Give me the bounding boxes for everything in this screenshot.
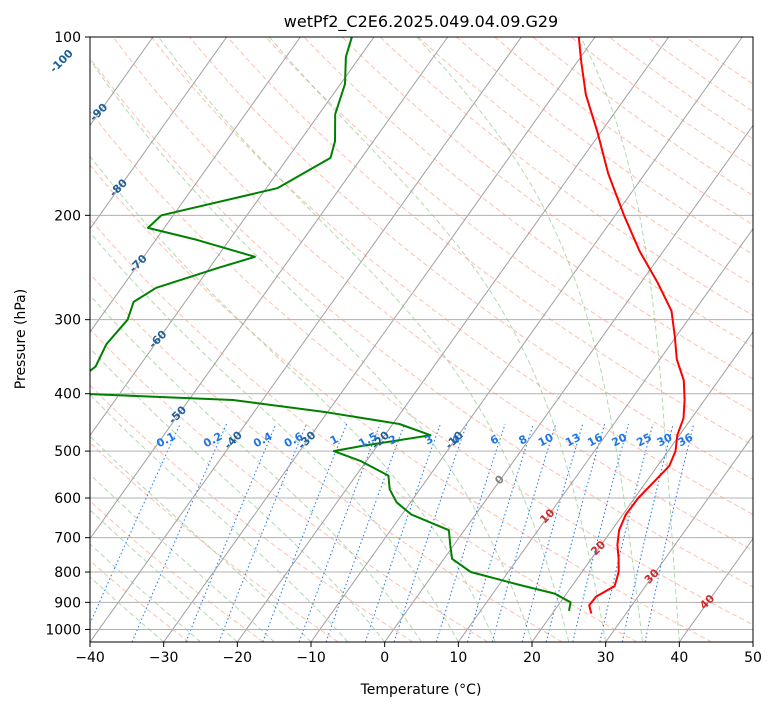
moist-adiabat	[416, 37, 643, 642]
isotherm-line	[384, 124, 753, 642]
isotherm-line	[90, 37, 449, 540]
moist-adiabat	[90, 394, 349, 642]
moist-adiabat	[90, 231, 459, 642]
isotherm-line	[605, 434, 753, 642]
x-tick-label: −30	[149, 650, 179, 666]
isotherm-line	[752, 641, 753, 642]
mixing-ratio-line	[185, 423, 277, 642]
mixing-ratio-label: 25	[634, 431, 654, 450]
isotherm-line	[0, 37, 6, 642]
mixing-ratio-label: 36	[676, 431, 696, 450]
dry-adiabat	[90, 441, 339, 642]
dry-adiabat	[456, 37, 753, 256]
dry-adiabat	[570, 37, 753, 168]
background-lines	[0, 37, 753, 642]
y-tick-label: 900	[54, 595, 81, 611]
dry-adiabat	[150, 37, 753, 515]
mixing-ratio-label: 10	[536, 431, 556, 450]
plot-frame	[89, 36, 754, 643]
moist-adiabat	[580, 37, 680, 642]
isotherm-line	[90, 37, 375, 437]
axis-ticks: −40 −30 −20 −10 0 10 20 30 40 50 100 200 300 400 500 60…	[45, 30, 762, 666]
isotherm-line	[90, 37, 228, 230]
y-tick-label: 1000	[45, 622, 81, 638]
dry-adiabat	[303, 37, 753, 380]
dry-adiabat	[90, 500, 264, 642]
y-tick-label: 300	[54, 313, 81, 329]
mixing-ratio-line	[218, 423, 307, 642]
mixing-ratio-line	[491, 423, 557, 642]
moist-adiabat	[90, 576, 165, 642]
mixing-ratio-line	[621, 423, 674, 642]
x-tick-label: 0	[380, 650, 389, 666]
mixing-ratio-line	[325, 423, 406, 642]
mixing-ratio-line	[599, 423, 654, 642]
mixing-ratio-label: 16	[585, 431, 605, 450]
dry-adiabat	[90, 218, 638, 642]
mixing-ratio-line	[131, 423, 227, 642]
plot-background	[90, 37, 753, 642]
y-tick-label: 100	[54, 30, 81, 46]
mixing-ratio-line	[545, 423, 606, 642]
x-tick-label: 40	[670, 650, 688, 666]
isotherm-line	[310, 37, 743, 642]
isotherm-line	[90, 37, 301, 333]
data-series	[90, 37, 686, 614]
isotherm-label: -100	[47, 47, 76, 76]
y-axis-label: Pressure (hPa)	[13, 289, 29, 389]
mixing-ratio-line	[644, 423, 695, 642]
x-tick-label: −10	[296, 650, 326, 666]
dry-adiabat	[90, 57, 753, 588]
dry-adiabat	[608, 37, 753, 140]
y-tick-label: 600	[54, 491, 81, 507]
mixing-ratio-line	[521, 423, 584, 642]
moist-adiabat	[268, 37, 607, 642]
isotherm-line	[531, 331, 753, 642]
dewpoint-line	[90, 37, 572, 611]
dry-adiabat	[494, 37, 753, 226]
temperature-line	[577, 37, 686, 614]
isotherm-line	[457, 227, 753, 642]
mixing-ratio-line	[90, 423, 181, 625]
isotherm-line	[236, 37, 670, 642]
moist-adiabat	[158, 37, 570, 642]
x-tick-label: 20	[523, 650, 541, 666]
dry-adiabat	[90, 164, 712, 642]
isotherm-line	[163, 37, 596, 642]
mixing-ratio-line	[298, 423, 381, 642]
isotherm-line	[0, 37, 79, 642]
moist-adiabat	[90, 347, 386, 642]
isotherm-line	[90, 37, 522, 642]
mixing-ratio-label: 30	[655, 431, 675, 450]
y-tick-label: 700	[54, 531, 81, 547]
mixing-ratio-line	[262, 423, 348, 642]
chart-title: wetPf2_C2E6.2025.049.04.09.G29	[284, 12, 558, 32]
isotherm-line	[678, 537, 753, 642]
y-tick-label: 200	[54, 208, 81, 224]
y-tick-label: 400	[54, 387, 81, 403]
x-tick-label: −40	[75, 650, 105, 666]
x-tick-label: −20	[223, 650, 253, 666]
x-tick-label: 50	[744, 650, 762, 666]
x-axis-label: Temperature (°C)	[360, 682, 482, 698]
x-tick-label: 10	[449, 650, 467, 666]
mixing-ratio-label: 20	[610, 431, 630, 450]
dry-adiabat	[418, 37, 753, 286]
y-tick-label: 500	[54, 444, 81, 460]
x-tick-label: 30	[597, 650, 615, 666]
dry-adiabat	[379, 37, 753, 317]
mixing-ratio-label: 13	[563, 431, 583, 450]
y-tick-label: 800	[54, 565, 81, 581]
moist-adiabat	[90, 58, 533, 642]
dry-adiabat	[90, 110, 753, 626]
dry-adiabat	[112, 37, 753, 551]
moist-adiabat	[90, 294, 422, 642]
dry-adiabat	[265, 37, 753, 413]
dry-adiabat	[227, 37, 753, 446]
